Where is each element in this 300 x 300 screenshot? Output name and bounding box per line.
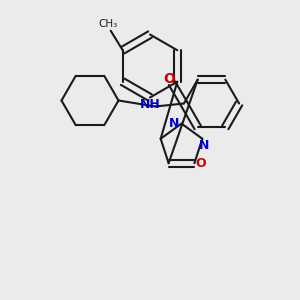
Text: CH₃: CH₃ (99, 19, 118, 29)
Text: O: O (196, 157, 206, 170)
Text: NH: NH (140, 98, 160, 112)
Text: N: N (199, 139, 209, 152)
Text: O: O (164, 73, 175, 86)
Text: N: N (169, 117, 179, 130)
